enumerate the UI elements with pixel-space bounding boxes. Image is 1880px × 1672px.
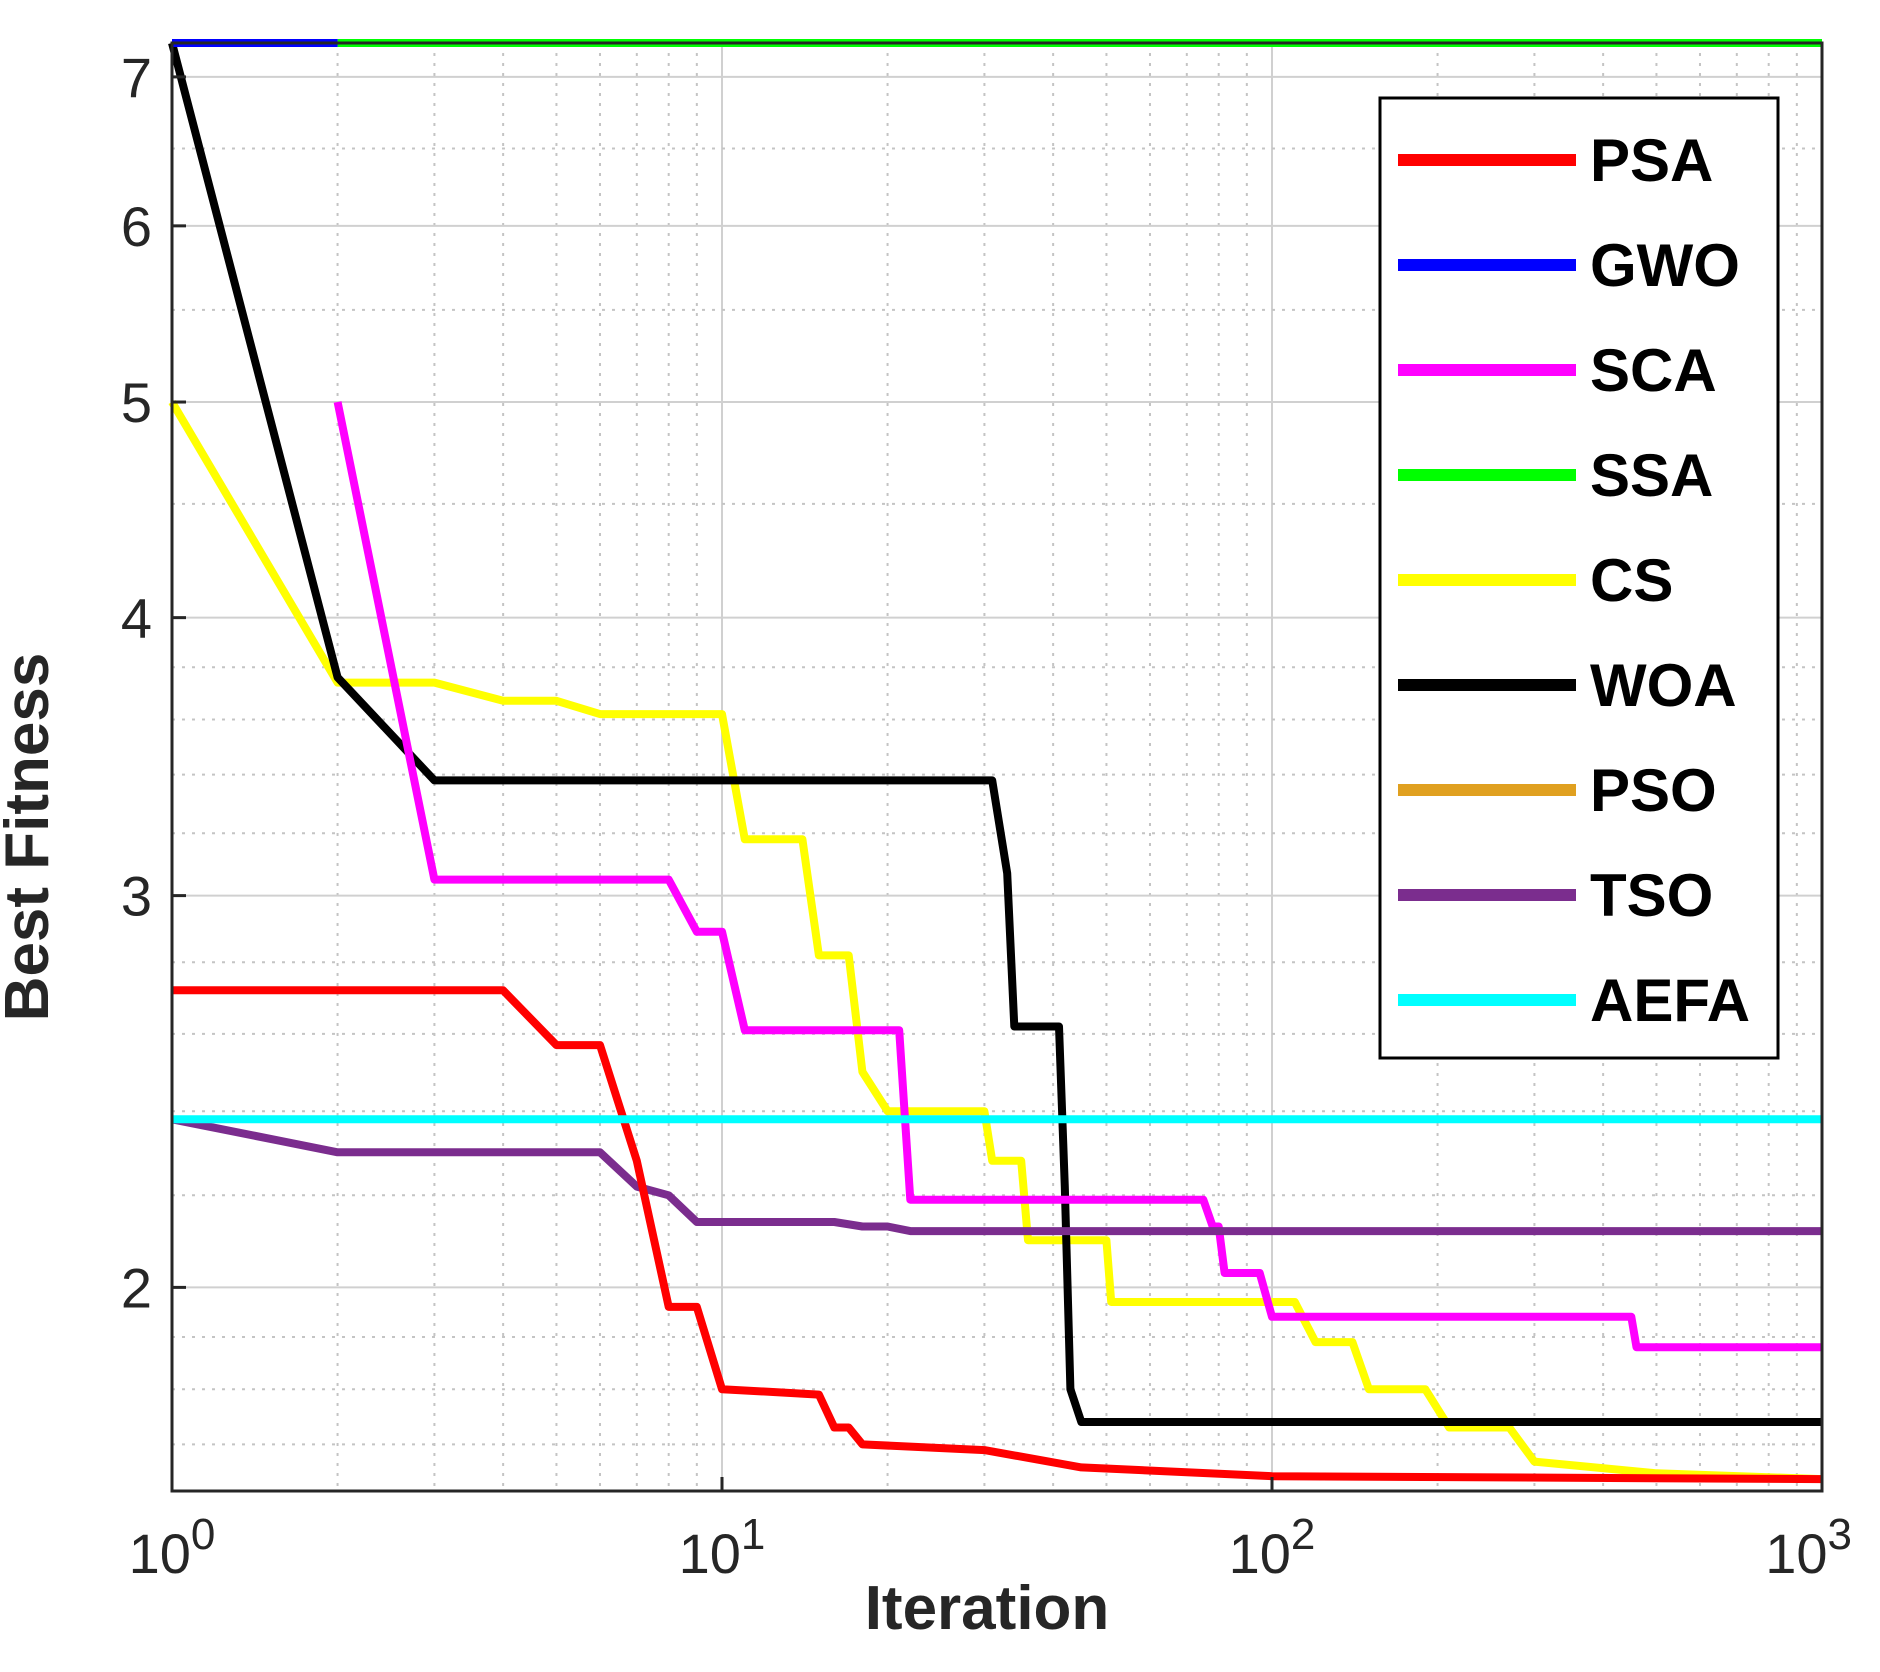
legend-label-gwo: GWO [1590, 232, 1740, 299]
legend-label-psa: PSA [1590, 127, 1713, 194]
y-tick-label: 2 [121, 1256, 152, 1319]
y-tick-label: 6 [121, 195, 152, 258]
series-line-woa [168, 41, 1822, 1426]
x-tick-label: 101 [679, 1510, 766, 1585]
y-tick-label: 3 [121, 865, 152, 928]
legend-label-ssa: SSA [1590, 442, 1713, 509]
series-line-psa [172, 986, 1823, 1484]
y-axis-title: Best Fitness [0, 653, 62, 1022]
x-tick-label: 103 [1765, 1510, 1852, 1585]
x-tick-label: 100 [129, 1510, 216, 1585]
legend-label-sca: SCA [1590, 337, 1717, 404]
legend-label-woa: WOA [1590, 652, 1737, 719]
x-axis-title: Iteration [865, 1574, 1110, 1643]
series-line-tso [171, 1115, 1822, 1236]
legend-label-pso: PSO [1590, 757, 1717, 824]
legend-label-cs: CS [1590, 547, 1673, 614]
plot-frame [170, 41, 1824, 1493]
y-tick-label: 7 [121, 46, 152, 109]
legend-label-aefa: AEFA [1590, 967, 1750, 1034]
y-tick-label: 5 [121, 371, 152, 434]
legend-label-tso: TSO [1590, 862, 1713, 929]
axis-ticks: 2 3 4 5 6 7 100 101 102 103 [121, 46, 1852, 1585]
series-line-sca [333, 401, 1822, 1352]
legend: PSA GWO SCA SSA CS WOA PSO TSO AEFA [1378, 96, 1780, 1060]
x-tick-label: 102 [1229, 1510, 1316, 1585]
series-line-cs [168, 399, 1823, 1484]
y-tick-label: 4 [121, 587, 152, 650]
